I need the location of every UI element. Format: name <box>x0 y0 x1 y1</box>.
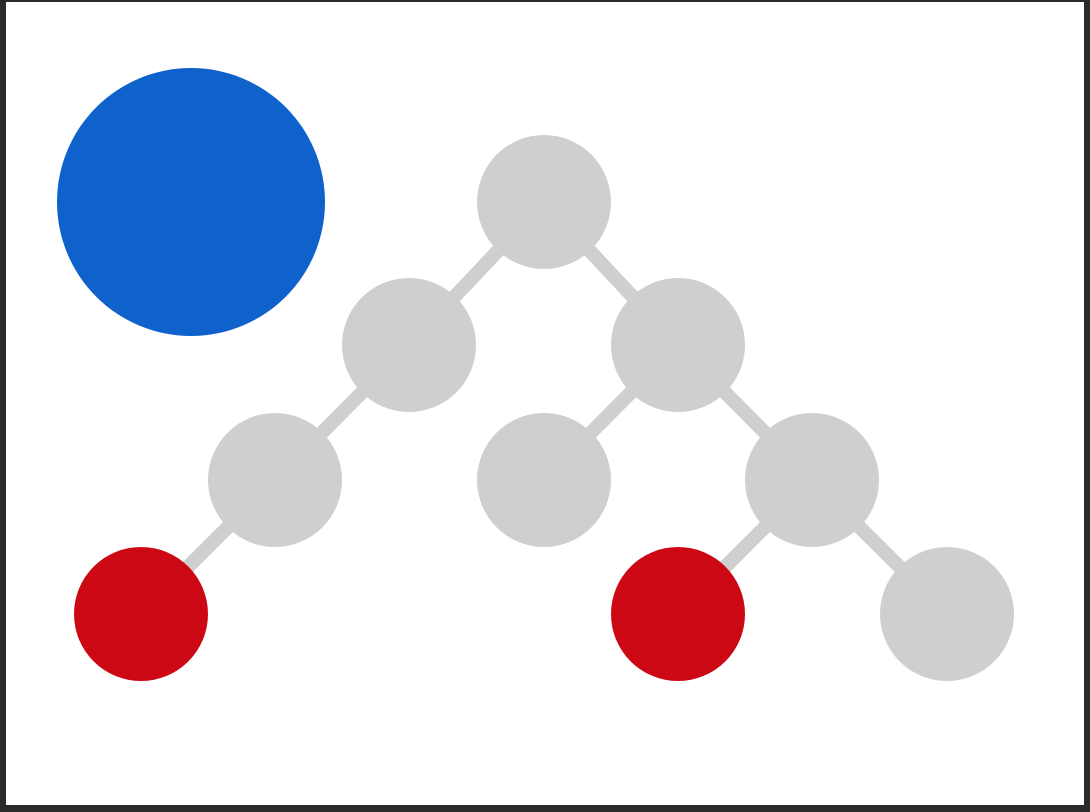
tree-node-root <box>477 135 611 269</box>
tree-node-n-l <box>342 278 476 412</box>
tree-node-n-rrl <box>611 547 745 681</box>
tree-node-n-rr <box>745 413 879 547</box>
tree-node-n-r <box>611 278 745 412</box>
tree-node-n-ll <box>208 413 342 547</box>
tree-node-n-lll <box>74 547 208 681</box>
nodes-layer <box>74 135 1014 681</box>
diagram-canvas <box>6 2 1084 805</box>
indicator-circle <box>57 68 325 336</box>
tree-node-n-rl <box>477 413 611 547</box>
tree-node-n-rrr <box>880 547 1014 681</box>
tree-diagram <box>57 68 1014 681</box>
